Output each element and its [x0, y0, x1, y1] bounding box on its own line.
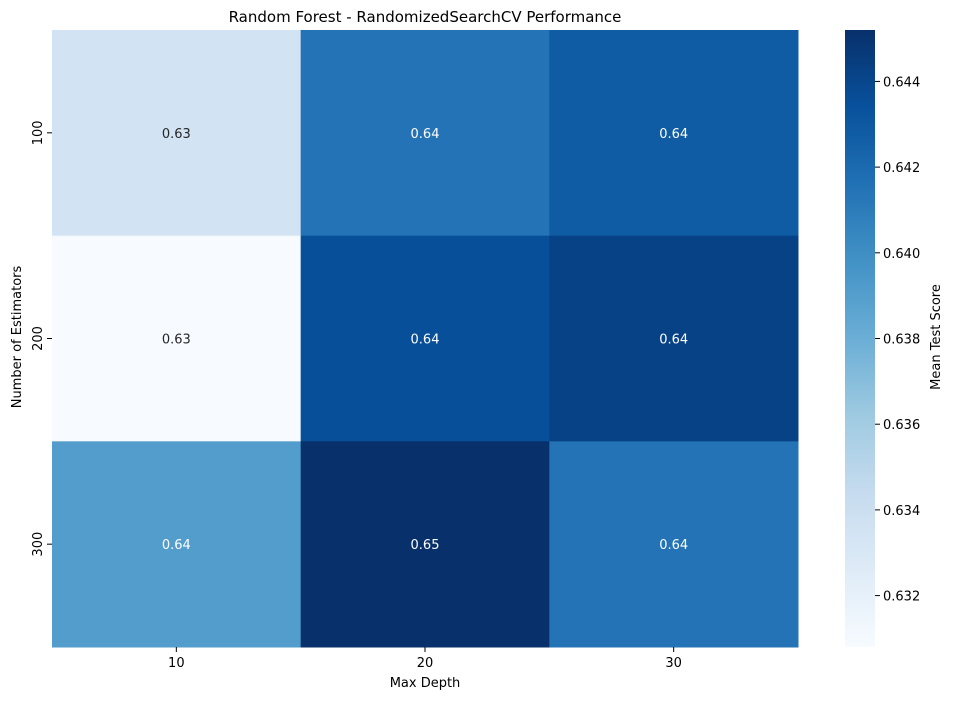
y-tick-label: 300 — [31, 532, 46, 557]
colorbar-tick-label: 0.640 — [883, 247, 920, 262]
cell-label-r0-c2: 0.64 — [659, 127, 688, 142]
heatmap-cell-r2-c0 — [52, 441, 302, 648]
heatmap-cell-r0-c2 — [549, 30, 799, 237]
y-tick-label: 100 — [31, 120, 46, 145]
cell-label-r0-c0: 0.63 — [162, 127, 191, 142]
y-axis: 100 200 300 — [31, 120, 52, 557]
cell-label-r1-c0: 0.63 — [162, 333, 191, 348]
colorbar-tick-label: 0.642 — [883, 161, 920, 176]
heatmap-cell-r1-c0 — [52, 235, 302, 442]
x-axis-label: Max Depth — [390, 676, 461, 691]
colorbar-label: Mean Test Score — [929, 284, 944, 390]
colorbar-tick-label: 0.644 — [883, 75, 920, 90]
heatmap-cell-r0-c0 — [52, 30, 302, 237]
cell-label-r1-c1: 0.64 — [411, 333, 440, 348]
cell-label-r1-c2: 0.64 — [659, 333, 688, 348]
x-tick-label: 30 — [665, 656, 682, 671]
colorbar-ticks: 0.632 0.634 0.636 0.638 0.640 0.642 0.644 — [875, 75, 920, 605]
colorbar-gradient — [845, 30, 875, 647]
x-tick-label: 20 — [417, 656, 434, 671]
y-tick-label: 200 — [31, 326, 46, 351]
cell-label-r2-c1: 0.65 — [411, 538, 440, 553]
cell-label-r2-c2: 0.64 — [659, 538, 688, 553]
colorbar: 0.632 0.634 0.636 0.638 0.640 0.642 0.644 Mean… — [845, 30, 944, 647]
colorbar-tick-label: 0.636 — [883, 418, 920, 433]
x-tick-label: 10 — [168, 656, 185, 671]
colorbar-tick-label: 0.634 — [883, 504, 920, 519]
cell-label-r0-c1: 0.64 — [411, 127, 440, 142]
heatmap-cell-r2-c1 — [300, 441, 550, 648]
colorbar-tick-label: 0.638 — [883, 333, 920, 348]
heatmap-cell-r1-c2 — [549, 235, 799, 442]
cell-label-r2-c0: 0.64 — [162, 538, 191, 553]
colorbar-tick-label: 0.632 — [883, 590, 920, 605]
x-axis: 10 20 30 — [168, 647, 682, 671]
heatmap-cell-r0-c1 — [300, 30, 550, 237]
y-axis-label: Number of Estimators — [10, 266, 25, 409]
heatmap-cell-r1-c1 — [300, 235, 550, 442]
heatmap-cells — [52, 30, 799, 648]
heatmap-cell-r2-c2 — [549, 441, 799, 648]
heatmap-cell-labels: 0.63 0.64 0.64 0.63 0.64 0.64 0.64 0.65 0.64 — [162, 127, 688, 553]
chart-title: Random Forest - RandomizedSearchCV Perfo… — [229, 8, 622, 26]
